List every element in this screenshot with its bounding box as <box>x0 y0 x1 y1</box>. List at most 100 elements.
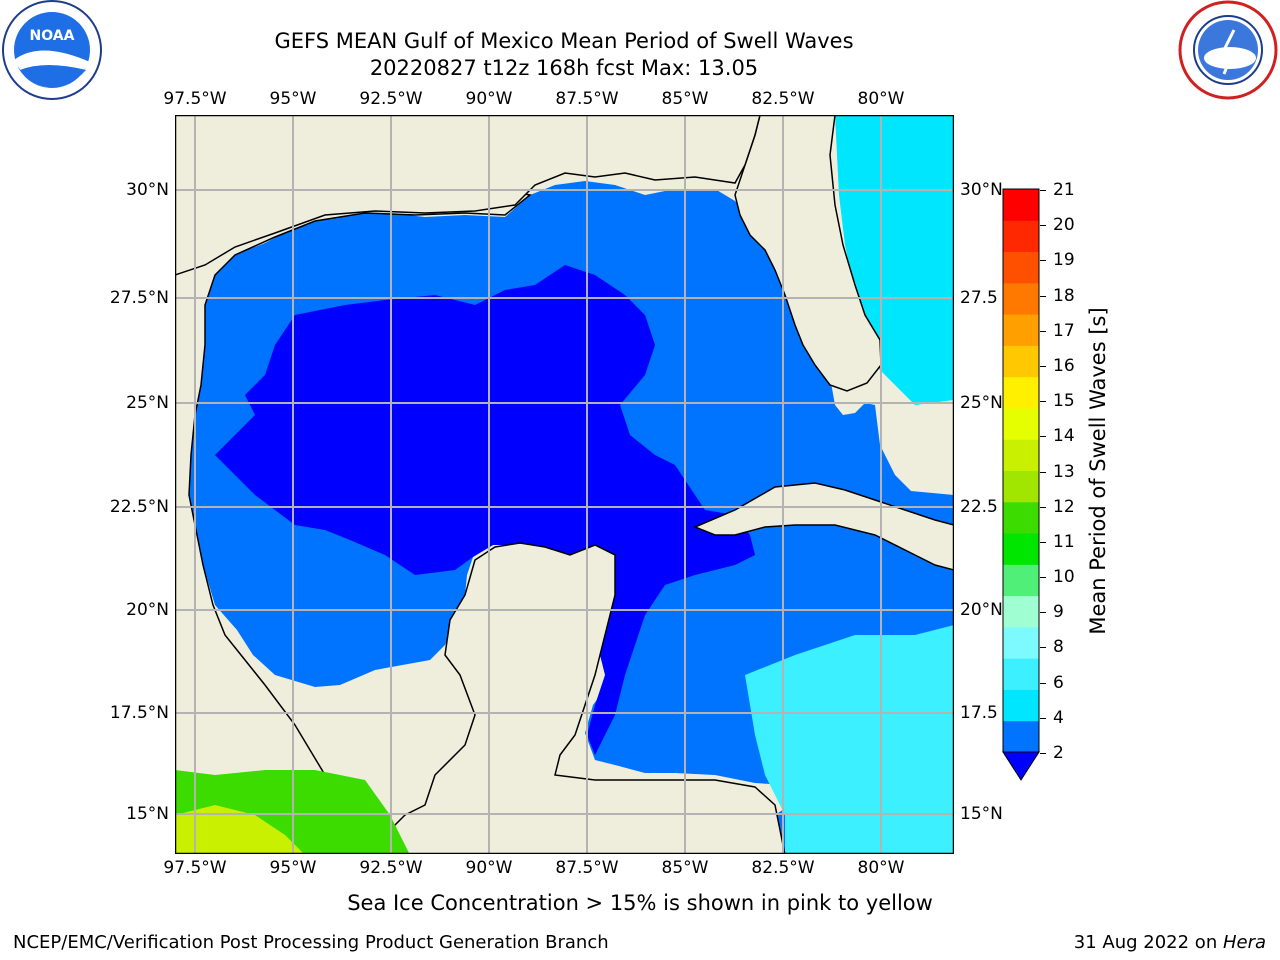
lat-tick-right: 15°N <box>960 804 1003 824</box>
lon-tick-top: 85°W <box>661 89 709 109</box>
colorbar-cell <box>1003 407 1039 440</box>
colorbar-tick-mark <box>1040 717 1046 719</box>
colorbar-tick-label: 14 <box>1053 426 1075 447</box>
lat-tick-right: 30°N <box>960 180 1003 200</box>
lat-tick-left: 30°N <box>126 180 169 200</box>
colorbar-cell <box>1003 439 1039 471</box>
caribbean-water <box>745 625 954 854</box>
colorbar-tick-label: 13 <box>1053 461 1075 482</box>
colorbar-tick-label: 16 <box>1053 355 1075 376</box>
lon-tick-top: 82.5°W <box>751 89 815 109</box>
cuba-land <box>693 482 954 571</box>
colorbar-tick-label: 9 <box>1053 602 1064 623</box>
map-title: GEFS MEAN Gulf of Mexico Mean Period of … <box>274 29 854 53</box>
colorbar-tick-mark <box>1040 260 1046 262</box>
lon-tick-bottom: 85°W <box>661 858 709 878</box>
florida-land <box>734 115 882 392</box>
colorbar-cell <box>1003 251 1039 284</box>
colorbar-tick-label: 6 <box>1053 672 1064 693</box>
colorbar-tick-label: 10 <box>1053 567 1075 588</box>
colorbar-tick-label: 4 <box>1053 707 1064 728</box>
lon-tick-top: 95°W <box>269 89 317 109</box>
colorbar-tick-label: 21 <box>1053 180 1075 200</box>
gulf-core-dark <box>215 265 755 755</box>
lat-tick-right: 22.5 <box>960 497 998 517</box>
colorbar-tick-mark <box>1040 471 1046 473</box>
colorbar-cell <box>1003 282 1039 315</box>
colorbar-tick-label: 20 <box>1053 215 1075 236</box>
lon-tick-top: 97.5°W <box>163 89 227 109</box>
lat-tick-left: 20°N <box>126 600 169 620</box>
lat-tick-right: 17.5 <box>960 703 998 723</box>
colorbar-tick-mark <box>1040 577 1046 579</box>
lat-tick-right: 25°N <box>960 393 1003 413</box>
colorbar-tick-mark <box>1040 401 1046 403</box>
colorbar <box>1002 188 1040 781</box>
lon-tick-bottom: 90°W <box>465 858 513 878</box>
colorbar-cell <box>1003 626 1039 659</box>
colorbar-tick-mark <box>1040 541 1046 543</box>
nws-logo <box>1176 0 1280 104</box>
graticule <box>175 115 954 854</box>
date-text: 31 Aug 2022 on Hera <box>1074 932 1266 954</box>
colorbar-tick-label: 12 <box>1053 496 1075 517</box>
lon-tick-bottom: 92.5°W <box>359 858 423 878</box>
lon-tick-bottom: 87.5°W <box>555 858 619 878</box>
colorbar-tick-label: 8 <box>1053 637 1064 658</box>
lon-tick-bottom: 80°W <box>857 858 905 878</box>
noaa-logo: NOAA <box>0 0 104 104</box>
colorbar-tick-mark <box>1040 506 1046 508</box>
date-value: 31 Aug 2022 on <box>1073 932 1223 953</box>
colorbar-tick-label: 2 <box>1053 743 1064 763</box>
lat-tick-right: 20°N <box>960 600 1003 620</box>
colorbar-tick-label: 17 <box>1053 320 1075 341</box>
colorbar-tick-label: 15 <box>1053 391 1075 412</box>
colorbar-cell <box>1003 376 1039 409</box>
lat-tick-left: 25°N <box>126 393 169 413</box>
colorbar-cell <box>1003 345 1039 378</box>
colorbar-cell <box>1003 220 1039 253</box>
lat-tick-left: 15°N <box>126 804 169 824</box>
colorbar-cell <box>1003 564 1039 597</box>
colorbar-cell <box>1003 595 1039 628</box>
lon-tick-top: 90°W <box>465 89 513 109</box>
colorbar-tick-mark <box>1040 225 1046 227</box>
colorbar-cell <box>1003 189 1039 221</box>
colorbar-cell <box>1003 501 1039 534</box>
colorbar-tick-mark <box>1040 365 1046 367</box>
lon-tick-top: 87.5°W <box>555 89 619 109</box>
colorbar-cell <box>1003 314 1039 346</box>
pacific-water-yellow <box>175 805 304 854</box>
sea-ice-caption: Sea Ice Concentration > 15% is shown in … <box>347 891 933 915</box>
colorbar-cell <box>1003 470 1039 503</box>
colorbar-tick-mark <box>1040 295 1046 297</box>
map-subtitle: 20220827 t12z 168h fcst Max: 13.05 <box>369 56 759 80</box>
colorbar-tick-label: 11 <box>1053 531 1075 552</box>
lat-tick-left: 22.5°N <box>109 497 169 517</box>
colorbar-tick-label: 18 <box>1053 285 1075 306</box>
lat-tick-left: 27.5°N <box>109 288 169 308</box>
lon-tick-bottom: 95°W <box>269 858 317 878</box>
credit-text: NCEP/EMC/Verification Post Processing Pr… <box>13 932 609 953</box>
noaa-logo-text: NOAA <box>30 28 75 44</box>
us-coast-land <box>175 115 761 276</box>
lat-tick-left: 17.5°N <box>109 703 169 723</box>
gulf-map <box>175 115 954 854</box>
host-name: Hera <box>1222 932 1266 953</box>
lon-tick-bottom: 82.5°W <box>751 858 815 878</box>
lat-tick-right: 27.5 <box>960 288 998 308</box>
colorbar-tick-mark <box>1040 330 1046 332</box>
lon-tick-bottom: 97.5°W <box>163 858 227 878</box>
colorbar-tick-mark <box>1040 682 1046 684</box>
colorbar-cell <box>1003 533 1039 565</box>
colorbar-label: Mean Period of Swell Waves [s] <box>1086 307 1110 635</box>
colorbar-cell <box>1003 658 1039 690</box>
colorbar-tick-mark <box>1040 436 1046 438</box>
colorbar-cell <box>1003 689 1039 722</box>
colorbar-tick-mark <box>1040 753 1046 754</box>
colorbar-tick-mark <box>1040 612 1046 614</box>
colorbar-tick-label: 19 <box>1053 250 1075 271</box>
colorbar-tick-mark <box>1040 190 1046 191</box>
colorbar-tick-mark <box>1040 647 1046 649</box>
colorbar-cell <box>1003 720 1039 753</box>
